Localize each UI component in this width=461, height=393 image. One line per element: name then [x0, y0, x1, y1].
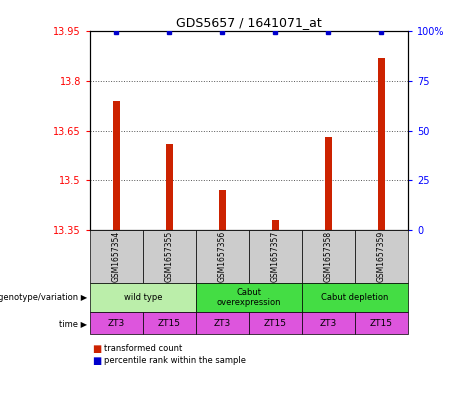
Text: ZT3: ZT3 — [108, 319, 125, 328]
Text: percentile rank within the sample: percentile rank within the sample — [104, 356, 246, 365]
Text: transformed count: transformed count — [104, 345, 182, 353]
Bar — [166, 144, 172, 230]
Text: GSM1657359: GSM1657359 — [377, 231, 386, 282]
Text: GSM1657355: GSM1657355 — [165, 231, 174, 282]
Text: GSM1657358: GSM1657358 — [324, 231, 333, 282]
Bar — [325, 137, 331, 230]
Text: genotype/variation ▶: genotype/variation ▶ — [0, 293, 88, 302]
Text: wild type: wild type — [124, 293, 162, 302]
Text: ZT15: ZT15 — [264, 319, 287, 328]
Text: ZT15: ZT15 — [158, 319, 181, 328]
Text: ■: ■ — [92, 344, 101, 354]
Text: ZT15: ZT15 — [370, 319, 393, 328]
Text: GSM1657356: GSM1657356 — [218, 231, 227, 282]
Text: ZT3: ZT3 — [214, 319, 231, 328]
Text: ZT3: ZT3 — [320, 319, 337, 328]
Text: GSM1657357: GSM1657357 — [271, 231, 280, 282]
Text: Cabut
overexpression: Cabut overexpression — [217, 288, 281, 307]
Title: GDS5657 / 1641071_at: GDS5657 / 1641071_at — [176, 16, 322, 29]
Bar — [219, 190, 225, 230]
Text: GSM1657354: GSM1657354 — [112, 231, 121, 282]
Bar — [272, 220, 278, 230]
Bar — [113, 101, 119, 230]
Bar — [378, 58, 384, 230]
Text: Cabut depletion: Cabut depletion — [321, 293, 389, 302]
Text: ■: ■ — [92, 356, 101, 366]
Text: time ▶: time ▶ — [59, 319, 88, 328]
